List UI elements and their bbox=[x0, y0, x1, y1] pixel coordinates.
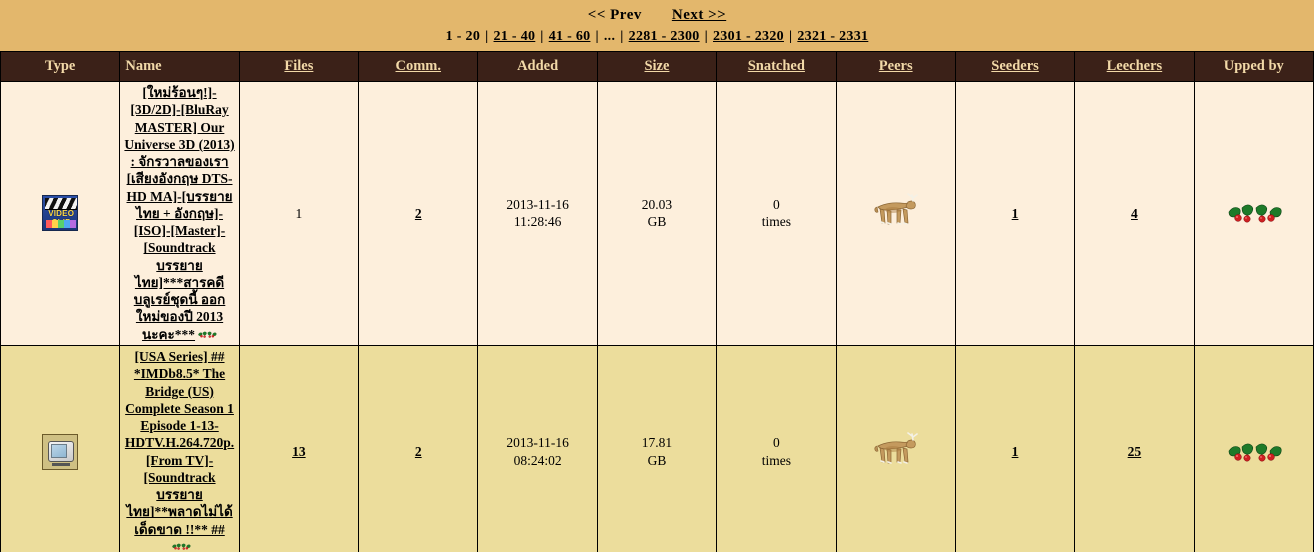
snatched-unit: times bbox=[761, 452, 791, 468]
leechers-count-link[interactable]: 4 bbox=[1131, 205, 1138, 221]
pagination-separator: | bbox=[485, 29, 489, 44]
torrent-table-body: VIDEOCLIP [ใหม่ร้อนๆ!]-[3D/2D]-[BluRay MA… bbox=[0, 81, 1314, 552]
size-unit: GB bbox=[647, 214, 667, 230]
seeders-count-link[interactable]: 1 bbox=[1011, 443, 1019, 459]
cell-files: 1 bbox=[238, 81, 360, 346]
pagination-separator: | bbox=[788, 29, 793, 44]
added-date: 2013-11-16 bbox=[506, 435, 569, 451]
cell-snatched: 0 times bbox=[716, 81, 837, 346]
comment-count-link[interactable]: 2 bbox=[414, 443, 422, 459]
column-header-peers[interactable]: Peers bbox=[835, 51, 956, 82]
column-header-upped-by[interactable]: Upped by bbox=[1193, 51, 1314, 82]
tv-icon bbox=[42, 433, 79, 470]
column-header-snatched[interactable]: Snatched bbox=[716, 51, 837, 82]
column-header-leechers-label: Leechers bbox=[1106, 58, 1163, 74]
column-header-size-label: Size bbox=[644, 58, 670, 74]
pagination-separator: | bbox=[595, 29, 599, 44]
cell-peers[interactable] bbox=[835, 344, 956, 552]
column-header-comm-label: Comm. bbox=[395, 58, 442, 74]
cell-snatched: 0 times bbox=[716, 344, 837, 552]
pagination-page-link: 1 - 20 bbox=[445, 29, 481, 44]
holly-icon bbox=[171, 543, 191, 550]
files-count[interactable]: 13 bbox=[292, 443, 306, 459]
seeders-count-link[interactable]: 1 bbox=[1011, 205, 1019, 221]
column-header-added-label: Added bbox=[517, 58, 559, 74]
deer-icon bbox=[874, 431, 918, 464]
column-header-upped-by-label: Upped by bbox=[1223, 58, 1284, 74]
torrent-name-link[interactable]: [USA Series] ## *IMDb8.5* The Bridge (US… bbox=[124, 348, 235, 537]
cell-leechers[interactable]: 4 bbox=[1074, 81, 1195, 346]
torrent-table: Type Name Files Comm. Added Size Snatche… bbox=[0, 51, 1314, 552]
snatched-value: 0 bbox=[772, 197, 780, 213]
torrent-name-link[interactable]: [ใหม่ร้อนๆ!]-[3D/2D]-[BluRay MASTER] Our… bbox=[124, 85, 235, 342]
pagination-prevnext: << Prev Next >> bbox=[0, 7, 1314, 24]
pagination: << Prev Next >> 1 - 20 | 21 - 40 | 41 - 60 |..… bbox=[0, 0, 1314, 45]
column-header-seeders[interactable]: Seeders bbox=[954, 51, 1076, 82]
cell-type[interactable]: VIDEOCLIP bbox=[0, 81, 121, 346]
pagination-page-link[interactable]: 2281 - 2300 bbox=[628, 29, 700, 44]
holly-icon bbox=[195, 327, 217, 342]
column-header-snatched-label: Snatched bbox=[747, 58, 805, 74]
column-header-name-label: Name bbox=[125, 58, 162, 74]
cell-peers[interactable] bbox=[835, 81, 956, 346]
column-header-type[interactable]: Type bbox=[0, 51, 121, 82]
cell-type[interactable] bbox=[0, 344, 121, 552]
cell-seeders[interactable]: 1 bbox=[954, 344, 1076, 552]
cell-name[interactable]: [ใหม่ร้อนๆ!]-[3D/2D]-[BluRay MASTER] Our… bbox=[119, 81, 240, 346]
snatched-value: 0 bbox=[772, 435, 780, 451]
pagination-page-list: 1 - 20 | 21 - 40 | 41 - 60 |... | 2281 - 2300 | 2… bbox=[0, 29, 1314, 45]
column-header-seeders-label: Seeders bbox=[991, 58, 1039, 74]
added-time: 11:28:46 bbox=[513, 214, 562, 230]
column-header-comm[interactable]: Comm. bbox=[358, 51, 479, 82]
next-page-link[interactable]: Next >> bbox=[671, 7, 727, 23]
holly-icon bbox=[169, 539, 191, 552]
size-value: 20.03 bbox=[641, 197, 673, 213]
table-header-row: Type Name Files Comm. Added Size Snatche… bbox=[0, 51, 1314, 82]
pagination-page-link[interactable]: 41 - 60 bbox=[548, 29, 591, 44]
cell-comments[interactable]: 2 bbox=[358, 344, 479, 552]
pagination-page-link[interactable]: 2321 - 2331 bbox=[797, 29, 869, 44]
column-header-added[interactable]: Added bbox=[477, 51, 598, 82]
added-date: 2013-11-16 bbox=[506, 197, 569, 213]
video-clip-icon: VIDEOCLIP bbox=[42, 195, 79, 232]
cell-size: 20.03 GB bbox=[596, 81, 718, 346]
files-count: 1 bbox=[295, 205, 303, 221]
deer-icon bbox=[874, 193, 918, 226]
cell-comments[interactable]: 2 bbox=[358, 81, 479, 346]
column-header-type-label: Type bbox=[45, 58, 76, 74]
column-header-name[interactable]: Name bbox=[119, 51, 240, 82]
cell-upped-by[interactable] bbox=[1193, 344, 1314, 552]
column-header-files[interactable]: Files bbox=[238, 51, 360, 82]
added-time: 08:24:02 bbox=[513, 452, 562, 468]
size-unit: GB bbox=[647, 452, 667, 468]
column-header-files-label: Files bbox=[284, 58, 314, 74]
column-header-leechers[interactable]: Leechers bbox=[1074, 51, 1195, 82]
size-value: 17.81 bbox=[641, 435, 673, 451]
cell-upped-by[interactable] bbox=[1193, 81, 1314, 346]
holly-icon bbox=[1228, 443, 1282, 462]
prev-page-link[interactable]: << Prev bbox=[587, 7, 642, 23]
leechers-count-link[interactable]: 25 bbox=[1127, 443, 1142, 459]
pagination-ellipsis: ... bbox=[603, 29, 616, 44]
column-header-size[interactable]: Size bbox=[596, 51, 718, 82]
pagination-page-link[interactable]: 21 - 40 bbox=[493, 29, 536, 44]
cell-size: 17.81 GB bbox=[596, 344, 718, 552]
table-row[interactable]: VIDEOCLIP [ใหม่ร้อนๆ!]-[3D/2D]-[BluRay MA… bbox=[0, 81, 1314, 346]
table-row[interactable]: [USA Series] ## *IMDb8.5* The Bridge (US… bbox=[0, 344, 1314, 552]
pagination-page-link[interactable]: 2301 - 2320 bbox=[713, 29, 784, 44]
snatched-unit: times bbox=[761, 214, 791, 230]
pagination-separator: | bbox=[704, 29, 708, 44]
pagination-separator: | bbox=[620, 29, 624, 44]
holly-icon bbox=[198, 331, 217, 338]
comment-count-link[interactable]: 2 bbox=[414, 205, 422, 221]
pagination-separator: | bbox=[540, 29, 544, 44]
holly-icon bbox=[1228, 205, 1282, 223]
cell-files[interactable]: 13 bbox=[238, 344, 360, 552]
cell-leechers[interactable]: 25 bbox=[1074, 344, 1195, 552]
cell-added: 2013-11-16 08:24:02 bbox=[477, 344, 598, 552]
cell-name[interactable]: [USA Series] ## *IMDb8.5* The Bridge (US… bbox=[119, 344, 240, 552]
cell-added: 2013-11-16 11:28:46 bbox=[477, 81, 598, 346]
column-header-peers-label: Peers bbox=[878, 58, 913, 74]
cell-seeders[interactable]: 1 bbox=[954, 81, 1076, 346]
